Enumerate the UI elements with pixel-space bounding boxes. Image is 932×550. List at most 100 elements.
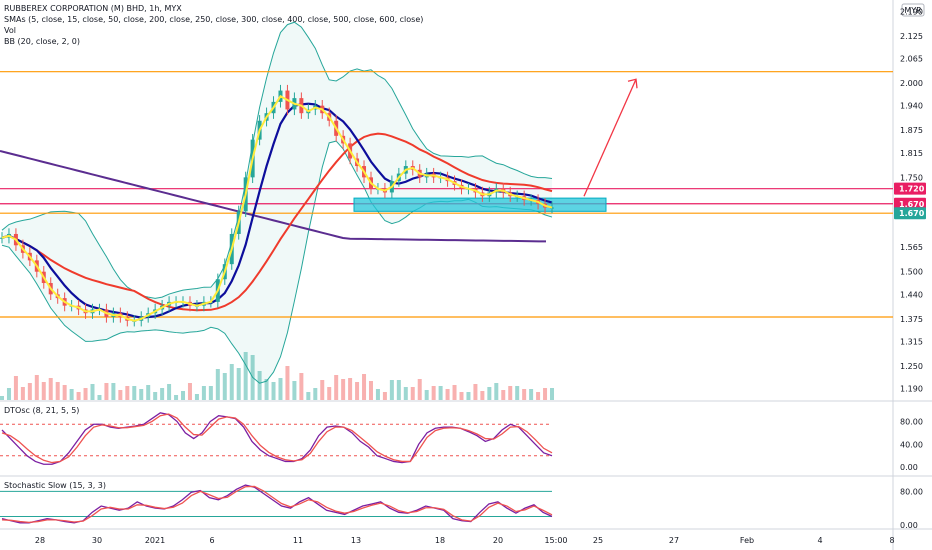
volume-bar xyxy=(201,386,206,400)
x-tick-label: 15:00 xyxy=(544,536,567,545)
volume-bar xyxy=(543,388,548,400)
volume-bar xyxy=(515,386,520,400)
volume-bar xyxy=(452,385,457,400)
volume-bar xyxy=(229,364,234,400)
x-tick-label: 4 xyxy=(817,536,822,545)
volume-bar xyxy=(48,378,53,400)
support-zone xyxy=(353,197,607,212)
candle-body xyxy=(0,237,4,239)
volume-bar xyxy=(341,379,346,400)
volume-bar xyxy=(306,392,311,400)
dtosc-legend: DTOsc (8, 21, 5, 5) xyxy=(4,406,80,415)
sma5-line xyxy=(1,94,553,322)
y-tick-label: 1.815 xyxy=(900,149,923,158)
volume-bar xyxy=(403,387,408,400)
volume-bar xyxy=(417,379,422,400)
volume-bar xyxy=(27,383,32,400)
volume-bar xyxy=(118,390,123,400)
volume-bar xyxy=(55,382,60,400)
volume-bar xyxy=(375,389,380,400)
price-tag-text: 1.720 xyxy=(899,185,925,194)
x-tick-label: 28 xyxy=(35,536,45,545)
y-tick-label: 1.315 xyxy=(900,338,923,347)
sma15-line xyxy=(1,102,553,319)
volume-bar xyxy=(187,383,192,400)
y-tick-label: 1.250 xyxy=(900,362,923,371)
volume-bar xyxy=(20,387,25,400)
x-tick-label: 18 xyxy=(435,536,445,545)
dtosc-tick-label: 80.00 xyxy=(900,417,923,426)
price-tag-box xyxy=(894,197,926,210)
price-tag: 1.670 xyxy=(894,197,926,210)
volume-bar xyxy=(174,395,179,400)
volume-bar xyxy=(208,386,213,400)
volume-bar xyxy=(536,392,541,400)
volume-bar xyxy=(424,390,429,400)
y-tick-label: 1.190 xyxy=(900,385,923,394)
volume-bar xyxy=(0,396,4,400)
y-tick-label: 1.500 xyxy=(900,268,923,277)
price-tag-text: 1.670 xyxy=(899,200,925,209)
volume-bar xyxy=(501,390,506,400)
volume-bar xyxy=(104,383,109,400)
volume-bar xyxy=(257,371,262,400)
price-tag-box xyxy=(894,182,926,195)
volume-bar xyxy=(153,392,158,400)
sma200-line xyxy=(0,149,547,243)
y-tick-label: 1.940 xyxy=(900,102,923,111)
stoch-line-2 xyxy=(1,485,553,524)
volume-bar xyxy=(320,380,325,400)
volume-bar xyxy=(6,388,11,400)
volume-bar xyxy=(181,391,186,400)
volume-bar xyxy=(34,375,39,400)
volume-bar xyxy=(243,352,248,400)
x-tick-label: 20 xyxy=(493,536,503,545)
x-tick-label: Feb xyxy=(740,536,754,545)
volume-bar xyxy=(445,389,450,400)
volume-bar xyxy=(522,389,527,400)
sma50-line xyxy=(1,132,553,312)
volume-bar xyxy=(69,389,74,400)
x-tick-label: 2021 xyxy=(145,536,165,545)
volume-bar xyxy=(83,388,88,400)
volume-bar xyxy=(382,392,387,400)
volume-bar xyxy=(236,368,241,400)
volume-bar xyxy=(299,373,304,400)
volume-bar xyxy=(264,379,269,400)
volume-bar xyxy=(362,374,367,400)
volume-bar xyxy=(327,387,332,400)
sma-legend: SMAs (5, close, 15, close, 50, close, 20… xyxy=(4,15,424,24)
volume-bar xyxy=(494,383,499,400)
dtosc-tick-label: 0.00 xyxy=(900,463,918,472)
price-tag-box xyxy=(894,207,926,220)
symbol-title: RUBBEREX CORPORATION (M) BHD, 1h, MYX xyxy=(4,4,182,13)
trend-arrow-head xyxy=(627,78,638,89)
stoch-tick-label: 80.00 xyxy=(900,487,923,496)
volume-bar xyxy=(13,376,18,400)
y-tick-label: 1.875 xyxy=(900,126,923,135)
candle-body xyxy=(550,207,554,209)
y-tick-label: 2.000 xyxy=(900,79,923,88)
price-tag: 1.670 xyxy=(894,207,926,220)
y-tick-label: 1.375 xyxy=(900,315,923,324)
volume-bar xyxy=(431,386,436,400)
currency-text: MYR xyxy=(904,6,922,15)
volume-bar xyxy=(368,381,373,400)
volume-bar xyxy=(97,395,102,400)
volume-bar xyxy=(466,392,471,400)
volume-bar xyxy=(508,386,513,400)
currency-label: MYR xyxy=(901,3,925,17)
volume-bar xyxy=(313,388,318,400)
trend-arrow xyxy=(583,78,637,197)
dtosc-tick-label: 40.00 xyxy=(900,440,923,449)
stoch-line-1 xyxy=(1,484,553,524)
volume-bar xyxy=(271,382,276,400)
price-tag: 1.720 xyxy=(894,182,926,195)
volume-bar xyxy=(487,387,492,400)
x-tick-label: 27 xyxy=(669,536,679,545)
y-tick-label: 1.750 xyxy=(900,173,923,182)
volume-bar xyxy=(285,366,290,400)
y-tick-label: 1.565 xyxy=(900,243,923,252)
volume-bar xyxy=(473,384,478,400)
